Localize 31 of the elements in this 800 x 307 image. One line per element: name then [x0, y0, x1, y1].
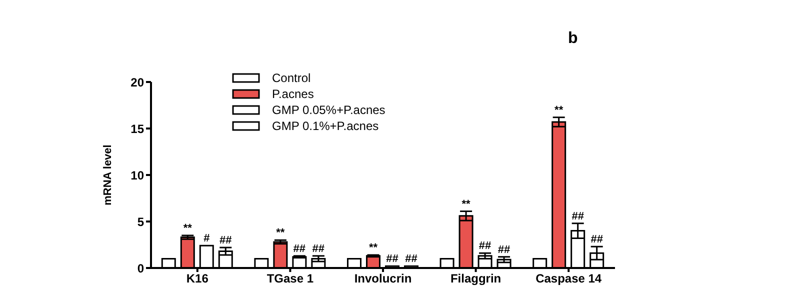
legend-label: P.acnes [272, 87, 314, 101]
data-label: ** [462, 198, 472, 210]
chart-title: b [568, 30, 578, 48]
x-tick-label: Caspase 14 [536, 272, 602, 286]
data-label: # [204, 232, 210, 245]
y-tick-label: 10 [130, 168, 144, 182]
x-tick-label: TGase 1 [266, 272, 314, 286]
data-label: ## [405, 253, 418, 266]
data-label: ** [368, 242, 378, 254]
data-label: ## [590, 234, 603, 246]
data-label: ** [183, 222, 193, 234]
y-tick-label: 0 [137, 261, 144, 276]
data-label: ** [554, 104, 564, 116]
y-axis-title: mRNA level [102, 144, 114, 206]
data-label: ## [478, 240, 492, 252]
data-label: ## [498, 244, 510, 256]
data-label: ## [220, 234, 232, 247]
data-label: ## [293, 242, 306, 255]
x-tick-label: K16 [186, 272, 209, 286]
x-tick-label: Filaggrin [450, 272, 502, 286]
legend-label: GMP 0.1%+P.acnes [272, 119, 379, 133]
y-tick-label: 20 [130, 75, 144, 90]
data-label: ** [276, 227, 286, 240]
data-label: ## [572, 210, 584, 222]
y-tick-label: 5 [137, 214, 144, 229]
legend-label: GMP 0.05%+P.acnes [272, 103, 386, 117]
x-tick-label: Involucrin [354, 272, 412, 286]
data-label: ## [312, 242, 325, 255]
data-label: ## [386, 253, 398, 266]
y-tick-label: 15 [130, 122, 144, 136]
legend-label: Control [272, 71, 311, 85]
